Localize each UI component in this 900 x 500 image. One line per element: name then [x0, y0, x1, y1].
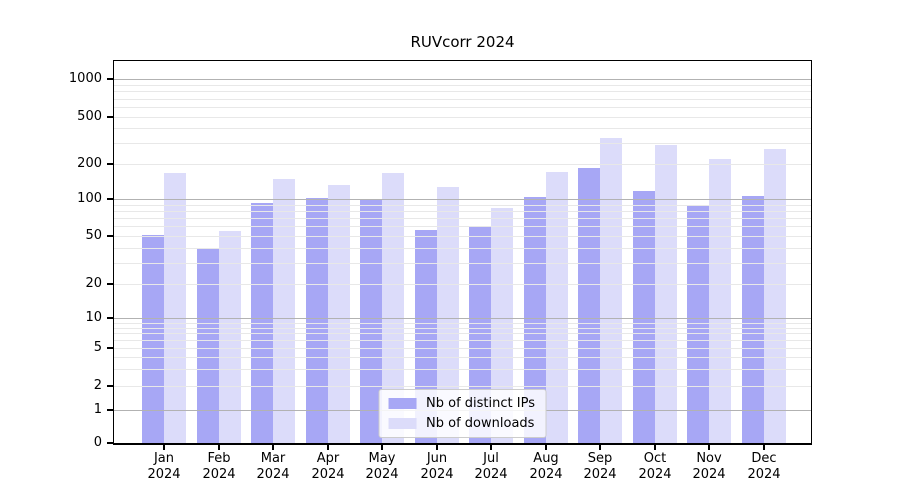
y-tick-mark-0	[107, 442, 113, 444]
bar-sep-distinct-ips	[578, 168, 600, 443]
bar-may-distinct-ips	[360, 200, 382, 443]
bar-mar-downloads	[273, 179, 295, 443]
x-tick-label-sep: Sep 2024	[583, 451, 617, 482]
y-tick-label-2: 2	[93, 378, 102, 393]
legend-entry-downloads: Nb of downloads	[388, 416, 535, 431]
y-tick-label-20: 20	[85, 276, 102, 291]
bar-feb-downloads	[219, 231, 241, 443]
x-tick-mark-may	[381, 445, 383, 450]
y-tick-mark-200	[107, 163, 113, 165]
y-tick-label-10: 10	[85, 310, 102, 325]
legend-label: Nb of distinct IPs	[426, 396, 535, 411]
x-tick-mark-nov	[708, 445, 710, 450]
gridline-y-800	[114, 91, 811, 92]
x-tick-mark-oct	[654, 445, 656, 450]
gridline-y-400	[114, 128, 811, 129]
x-tick-label-oct: Oct 2024	[638, 451, 672, 482]
x-tick-label-jul: Jul 2024	[474, 451, 508, 482]
y-tick-mark-1000	[107, 78, 113, 80]
bar-dec-distinct-ips	[742, 196, 764, 443]
y-tick-label-500: 500	[77, 109, 102, 124]
x-tick-mark-mar	[272, 445, 274, 450]
x-tick-label-mar: Mar 2024	[256, 451, 290, 482]
y-tick-mark-100	[107, 198, 113, 200]
gridline-y-200	[114, 164, 811, 165]
x-tick-label-jun: Jun 2024	[420, 451, 454, 482]
bar-nov-downloads	[709, 159, 731, 443]
bar-sep-downloads	[600, 138, 622, 443]
x-tick-label-may: May 2024	[365, 451, 399, 482]
bar-aug-downloads	[546, 172, 568, 443]
bar-aug-distinct-ips	[524, 197, 546, 443]
y-tick-label-0: 0	[93, 435, 102, 450]
x-tick-label-dec: Dec 2024	[747, 451, 781, 482]
bar-jan-distinct-ips	[142, 235, 164, 443]
bar-apr-distinct-ips	[306, 198, 328, 443]
y-tick-mark-2	[107, 385, 113, 387]
x-tick-label-aug: Aug 2024	[529, 451, 563, 482]
y-tick-mark-1	[107, 409, 113, 411]
bar-jan-downloads	[164, 173, 186, 443]
x-tick-mark-jul	[490, 445, 492, 450]
legend-label: Nb of downloads	[426, 416, 535, 431]
y-tick-label-1: 1	[93, 402, 102, 417]
gridline-y-700	[114, 99, 811, 100]
y-tick-mark-500	[107, 116, 113, 118]
x-tick-mark-jan	[163, 445, 165, 450]
gridline-y-900	[114, 85, 811, 86]
y-tick-label-200: 200	[77, 156, 102, 171]
y-tick-label-50: 50	[85, 228, 102, 243]
x-tick-mark-jun	[436, 445, 438, 450]
bar-oct-distinct-ips	[633, 191, 655, 443]
x-tick-mark-sep	[599, 445, 601, 450]
bar-apr-downloads	[328, 185, 350, 443]
legend-swatch-downloads-icon	[388, 418, 417, 429]
bar-jul-downloads	[491, 208, 513, 443]
y-tick-mark-5	[107, 347, 113, 349]
bar-dec-downloads	[764, 149, 786, 443]
chart-title: RUVcorr 2024	[410, 33, 515, 51]
bar-nov-distinct-ips	[687, 206, 709, 443]
gridline-y-600	[114, 107, 811, 108]
y-tick-mark-10	[107, 317, 113, 319]
x-tick-label-jan: Jan 2024	[147, 451, 181, 482]
y-tick-label-5: 5	[93, 340, 102, 355]
x-tick-mark-feb	[218, 445, 220, 450]
y-tick-label-1000: 1000	[68, 71, 102, 86]
bar-mar-distinct-ips	[251, 203, 273, 443]
x-tick-label-nov: Nov 2024	[692, 451, 726, 482]
y-tick-mark-20	[107, 283, 113, 285]
plot-area: Nb of distinct IPs Nb of downloads	[113, 60, 812, 445]
bar-may-downloads	[382, 173, 404, 443]
legend: Nb of distinct IPs Nb of downloads	[378, 389, 547, 438]
gridline-y-100	[114, 199, 811, 200]
gridline-y-1000	[114, 79, 811, 80]
y-tick-mark-50	[107, 235, 113, 237]
gridline-y-300	[114, 143, 811, 144]
x-tick-mark-dec	[763, 445, 765, 450]
x-tick-label-apr: Apr 2024	[311, 451, 345, 482]
bar-feb-distinct-ips	[197, 249, 219, 443]
x-tick-mark-aug	[545, 445, 547, 450]
bar-oct-downloads	[655, 145, 677, 443]
y-tick-label-100: 100	[77, 191, 102, 206]
gridline-y-500	[114, 117, 811, 118]
legend-swatch-distinct-ips-icon	[388, 398, 417, 409]
bar-jun-downloads	[437, 187, 459, 443]
legend-entry-distinct-ips: Nb of distinct IPs	[388, 396, 535, 411]
x-tick-label-feb: Feb 2024	[202, 451, 236, 482]
x-tick-mark-apr	[327, 445, 329, 450]
